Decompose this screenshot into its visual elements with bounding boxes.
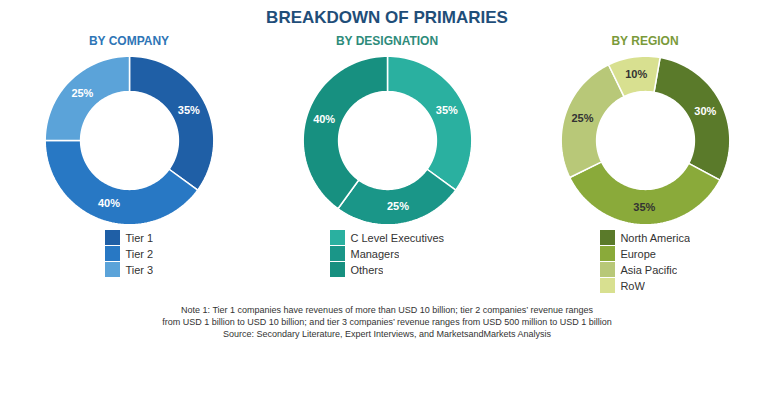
svg-text:25%: 25% — [387, 200, 409, 212]
html-text:BY DESIGNATION: BY DESIGNATION — [335, 34, 439, 48]
html-text:RoW: RoW — [620, 279, 645, 292]
html-text:Europe: Europe — [620, 247, 656, 260]
html-text:BY COMPANY: BY COMPANY — [88, 34, 170, 48]
html-text:Tier 1: Tier 1 — [125, 231, 154, 244]
html-text:Asia Pacific: Asia Pacific — [620, 263, 678, 276]
svg-text:35%: 35% — [633, 201, 655, 213]
html-text:C Level Executives: C Level Executives — [350, 231, 444, 244]
html-text:Tier 3: Tier 3 — [125, 263, 154, 276]
svg-text:35%: 35% — [436, 104, 458, 116]
svg-text:40%: 40% — [98, 197, 120, 209]
html-text:Note 1: Tier 1 companies have: Note 1: Tier 1 companies have revenues o… — [162, 304, 612, 339]
html-text:Managers: Managers — [350, 247, 400, 260]
svg-text:35%: 35% — [178, 104, 200, 116]
svg-text:25%: 25% — [71, 87, 93, 99]
html-text:BY REGION: BY REGION — [611, 34, 679, 48]
html-text:Others: Others — [350, 263, 384, 276]
svg-text:25%: 25% — [572, 112, 594, 124]
html-text:BREAKDOWN OF PRIMARIES: BREAKDOWN OF PRIMARIES — [266, 8, 508, 27]
svg-text:40%: 40% — [313, 113, 335, 125]
html-text:Tier 2: Tier 2 — [125, 247, 154, 260]
svg-text:30%: 30% — [694, 105, 716, 117]
html-text:North America: North America — [620, 231, 691, 244]
svg-text:10%: 10% — [625, 68, 647, 80]
